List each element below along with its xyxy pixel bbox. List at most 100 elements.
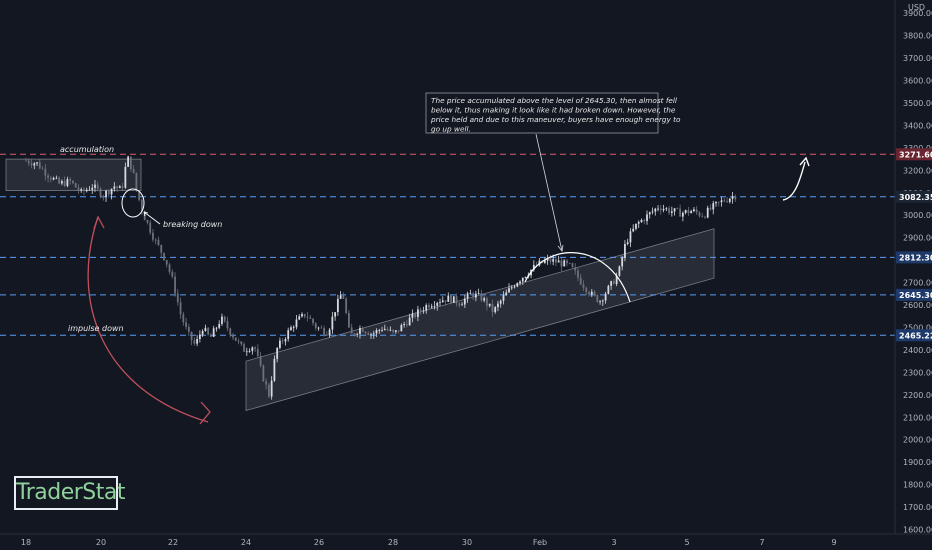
candle-body (397, 330, 400, 332)
level-price-tag (896, 148, 932, 161)
candle-body (582, 284, 585, 288)
candle-body (408, 317, 411, 326)
candle-body (38, 162, 41, 169)
candle-body (704, 216, 706, 218)
candle-body (345, 298, 348, 313)
candle-body (386, 328, 389, 331)
candle-body (643, 219, 646, 222)
candle-body (342, 295, 345, 299)
candle-body (290, 327, 292, 331)
candle-body (185, 322, 187, 327)
candle-body (430, 306, 433, 308)
candle-body (60, 181, 63, 184)
candle-body (91, 187, 94, 190)
candle-body (670, 211, 673, 213)
candle-body (557, 260, 560, 263)
candle-body (596, 295, 599, 302)
candle-body (226, 321, 229, 329)
candle-body (486, 298, 488, 306)
candle-body (116, 186, 118, 188)
candle-body (229, 328, 232, 335)
candle-body (281, 340, 284, 342)
candle-body (728, 198, 731, 202)
candle-body (389, 329, 392, 331)
candle-body (168, 264, 171, 272)
candle-body (665, 208, 668, 210)
candle-body (107, 190, 110, 195)
candle-body (298, 316, 301, 320)
candle-body (196, 338, 199, 344)
candle-body (215, 327, 218, 329)
candle-body (152, 232, 154, 240)
candle-body (679, 208, 682, 217)
candle-body (436, 302, 439, 306)
candle-body (521, 277, 524, 282)
candle-body (105, 190, 107, 198)
time-axis[interactable]: 18 20 22 24 26 28 30 Feb 3 5 7 9 (21, 538, 837, 547)
impulse-arrow (87, 216, 209, 423)
candle-body (47, 175, 49, 178)
candle-body (491, 303, 494, 313)
candle-body (585, 287, 588, 293)
x-tick-label: 18 (21, 538, 31, 547)
candle-body (690, 211, 693, 214)
candle-body (624, 244, 626, 258)
y-tick-label: 2000.00 (903, 436, 932, 445)
candle-body (635, 223, 637, 229)
note-line: price held and due to this maneuver, buy… (430, 115, 681, 124)
candle-body (265, 381, 268, 385)
candle-body (720, 200, 723, 203)
candle-body (325, 334, 328, 336)
candle-body (135, 172, 138, 191)
rounding-arc (524, 252, 631, 303)
candle-body (684, 210, 687, 213)
candle-body (270, 380, 273, 397)
x-tick-label: Feb (533, 538, 547, 547)
candle-body (138, 190, 141, 200)
candle-body (179, 302, 182, 315)
candle-body (127, 156, 130, 167)
level-price-tag (896, 329, 932, 342)
candle-body (458, 303, 461, 306)
candle-body (546, 258, 549, 261)
note-line: The price accumulated above the level of… (431, 96, 677, 105)
candle-body (336, 298, 339, 313)
x-tick-label: 20 (96, 538, 106, 547)
candle-body (414, 313, 417, 317)
candle-body (190, 331, 193, 341)
note-pointer (535, 133, 563, 252)
candle-body (30, 163, 33, 166)
candle-body (450, 295, 452, 303)
candle-body (734, 196, 737, 200)
candle-body (25, 160, 27, 162)
candle-body (267, 384, 270, 397)
candle-body (392, 329, 394, 332)
candle-body (83, 189, 85, 192)
candle-body (508, 288, 510, 293)
price-axis[interactable]: USD 1600.00 1700.00 1800.00 1900.00 2000.00 21… (894, 0, 932, 535)
candles (25, 155, 737, 400)
currency-label: USD (908, 3, 925, 12)
candle-body (171, 271, 174, 277)
impulse-down-label: impulse down (68, 324, 124, 333)
level-lines (0, 153, 895, 336)
candle-body (165, 260, 168, 265)
y-tick-label: 3700.00 (903, 54, 932, 63)
candle-body (469, 293, 472, 295)
candle-body (312, 318, 314, 324)
candle-body (405, 323, 408, 326)
candle-body (626, 242, 629, 245)
candle-body (701, 215, 704, 217)
candle-body (303, 313, 306, 317)
candle-body (483, 298, 486, 301)
candle-body (673, 208, 676, 212)
level-price-label: 2812.30 (899, 253, 932, 262)
candle-body (403, 323, 406, 325)
candle-body (146, 220, 149, 223)
candle-body (295, 319, 298, 328)
candle-body (621, 257, 624, 267)
y-tick-label: 1900.00 (903, 458, 932, 467)
candle-body (563, 260, 566, 267)
